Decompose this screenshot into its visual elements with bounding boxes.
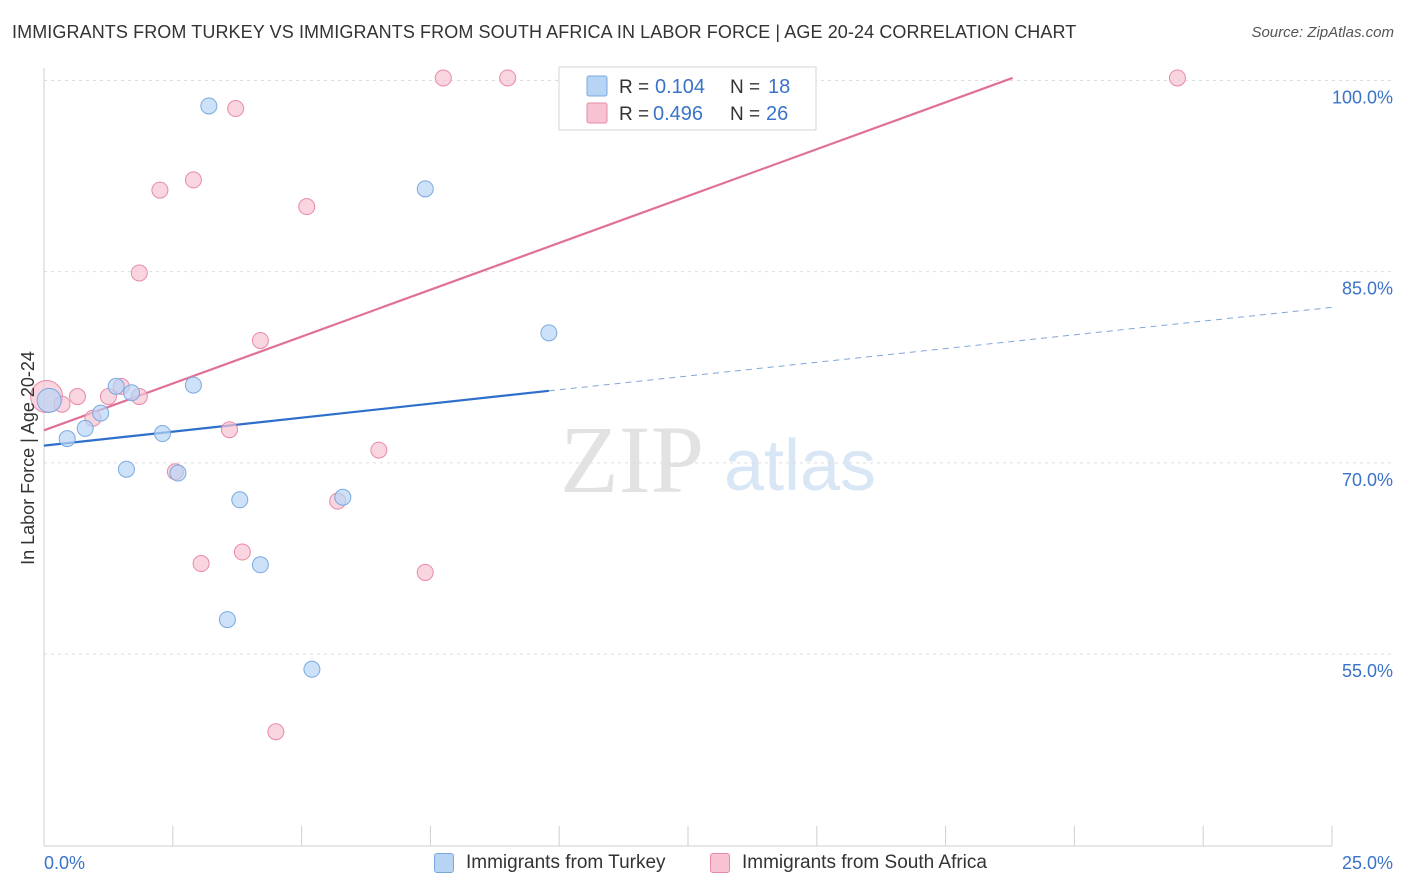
point-south-africa: [298, 198, 316, 216]
trend-line-turkey: [43, 389, 550, 447]
point-south-africa: [192, 555, 210, 573]
point-turkey: [153, 425, 171, 443]
stats-legend-r-label-turkey: R =: [619, 77, 649, 98]
point-turkey: [169, 464, 187, 482]
point-turkey: [200, 97, 218, 115]
point-south-africa: [416, 563, 434, 581]
x-tick-label: 25.0%: [1342, 853, 1393, 873]
legend-swatch-south-africa: [710, 853, 730, 873]
stats-legend-n-label-turkey: N =: [730, 77, 760, 98]
point-south-africa: [434, 69, 452, 87]
point-turkey: [334, 488, 352, 506]
point-turkey: [123, 384, 141, 402]
stats-legend: R = 0.104 N = 18 R = 0.496 N = 26: [558, 66, 817, 131]
watermark: ZIP atlas: [560, 406, 876, 513]
point-south-africa: [1168, 69, 1186, 87]
stats-legend-n-label-south-africa: N =: [730, 104, 760, 125]
stats-legend-r-label-south-africa: R =: [619, 104, 649, 125]
point-turkey: [251, 556, 269, 574]
point-turkey: [92, 404, 110, 422]
legend-label-turkey: Immigrants from Turkey: [466, 852, 666, 873]
point-turkey: [107, 377, 125, 395]
legend-item-south-africa[interactable]: Immigrants from South Africa: [710, 852, 987, 874]
trend-line-turkey-extension: [548, 306, 1333, 392]
chart-title: IMMIGRANTS FROM TURKEY VS IMMIGRANTS FRO…: [12, 22, 1077, 42]
point-turkey: [184, 376, 202, 394]
point-turkey: [76, 419, 94, 437]
stats-legend-swatch-turkey: [586, 75, 608, 97]
gridlines: [44, 80, 1394, 655]
point-south-africa: [233, 543, 251, 561]
y-tick-label: 100.0%: [1332, 88, 1393, 108]
point-south-africa: [499, 69, 517, 87]
point-turkey: [416, 180, 434, 198]
point-south-africa: [251, 331, 269, 349]
stats-legend-n-value-turkey: 18: [768, 76, 790, 98]
stats-legend-n-value-south-africa: 26: [766, 103, 788, 125]
point-south-africa: [220, 421, 238, 439]
point-turkey: [540, 324, 558, 342]
y-axis-label: In Labor Force | Age 20-24: [18, 351, 38, 565]
legend-swatch-turkey: [434, 853, 454, 873]
point-turkey: [218, 611, 236, 629]
y-tick-label: 70.0%: [1342, 470, 1393, 490]
trend-lines: [43, 76, 1333, 447]
point-south-africa: [184, 171, 202, 189]
stats-legend-r-value-south-africa: 0.496: [653, 103, 703, 125]
stats-legend-swatch-south-africa: [586, 102, 608, 124]
tick-labels: 100.0% 85.0% 70.0% 55.0% 0.0% 25.0%: [44, 88, 1393, 874]
point-south-africa: [130, 264, 148, 282]
point-turkey: [36, 387, 62, 413]
source-text: Source: ZipAtlas.com: [1251, 24, 1394, 41]
axes: [43, 68, 1333, 847]
point-south-africa: [267, 723, 285, 741]
point-turkey: [303, 660, 321, 678]
stats-legend-r-value-turkey: 0.104: [655, 76, 705, 98]
x-tick-label: 0.0%: [44, 853, 85, 873]
point-turkey: [117, 460, 135, 478]
point-south-africa: [227, 100, 245, 118]
trend-line-south-africa: [43, 76, 1013, 432]
point-turkey: [231, 491, 249, 509]
point-south-africa: [370, 441, 388, 459]
legend-label-south-africa: Immigrants from South Africa: [742, 852, 987, 873]
point-south-africa: [68, 388, 86, 406]
point-turkey: [58, 430, 76, 448]
data-points: [30, 69, 1186, 741]
watermark-zip: ZIP: [560, 406, 704, 513]
point-south-africa: [151, 181, 169, 199]
y-tick-label: 85.0%: [1342, 279, 1393, 299]
legend-item-turkey[interactable]: Immigrants from Turkey: [434, 852, 666, 874]
watermark-atlas: atlas: [724, 426, 876, 506]
y-tick-label: 55.0%: [1342, 661, 1393, 681]
